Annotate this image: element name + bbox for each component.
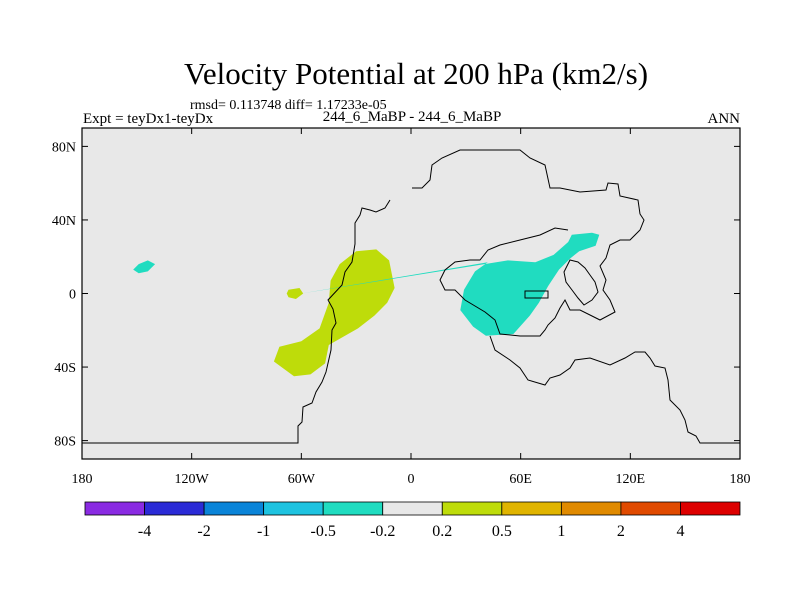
- colorbar-swatch: [441, 501, 503, 516]
- y-tick-label: 80S: [54, 435, 76, 450]
- colorbar-swatch: [144, 501, 205, 516]
- x-tick-label: 180: [72, 472, 93, 487]
- south-africa-outline: [489, 335, 740, 444]
- y-tick-label: 40N: [52, 214, 76, 229]
- colorbar-label: 0.5: [492, 523, 512, 540]
- colorbar-label: 4: [676, 523, 684, 540]
- colorbar-swatch: [203, 501, 265, 516]
- cyan-blob-indian: [301, 232, 600, 336]
- colorbar-swatch: [322, 501, 384, 516]
- x-tick-label: 180: [730, 472, 751, 487]
- colorbar-swatch: [382, 501, 443, 516]
- eurasia-africa-outline: [412, 149, 645, 337]
- stats-line: rmsd= 0.113748 diff= 1.17233e-05: [190, 98, 387, 113]
- colorbar-label: -0.5: [311, 523, 336, 540]
- colorbar-label: -0.2: [370, 523, 395, 540]
- colorbar-swatch: [501, 501, 562, 516]
- cyan-blob-pacific: [133, 260, 156, 274]
- colorbar-swatch: [560, 501, 622, 516]
- colorbar-label: 1: [557, 523, 565, 540]
- green-blob-small: [286, 288, 304, 299]
- colorbar-label: -1: [257, 523, 270, 540]
- x-tick-label: 60W: [288, 472, 316, 487]
- y-tick-label: 40S: [54, 361, 76, 376]
- arabia-outline: [524, 290, 549, 299]
- colorbar-label: -2: [197, 523, 210, 540]
- x-tick-label: 120E: [616, 472, 646, 487]
- colorbar-swatch: [84, 501, 145, 516]
- x-tick-label: 0: [408, 472, 415, 487]
- colorbar-label: 0.2: [432, 523, 452, 540]
- americas-outline: [82, 199, 391, 444]
- x-axis-ticks: 180 120W 60W 0 60E 120E 180: [72, 128, 751, 487]
- asia-inner-outline: [563, 259, 599, 306]
- y-tick-label: 80N: [52, 140, 76, 155]
- continent-outlines: [82, 149, 740, 444]
- colorbar-swatch: [620, 501, 681, 516]
- colorbar-label: -4: [138, 523, 151, 540]
- colorbar-swatch: [680, 501, 741, 516]
- case-label: 244_6_MaBP - 244_6_MaBP: [323, 109, 502, 125]
- colorbar: -4 -2 -1 -0.5 -0.2 0.2 0.5 1 2 4: [84, 501, 741, 540]
- colorbar-swatch: [263, 501, 324, 516]
- season-label: ANN: [708, 111, 741, 127]
- y-axis-ticks: 80N 40N 0 40S 80S: [52, 140, 740, 450]
- x-tick-label: 60E: [509, 472, 532, 487]
- x-tick-label: 120W: [175, 472, 210, 487]
- map-background: [82, 128, 740, 459]
- chart-title: Velocity Potential at 200 hPa (km2/s): [184, 56, 648, 91]
- y-tick-label: 0: [69, 288, 76, 303]
- colorbar-label: 2: [617, 523, 625, 540]
- expt-label: Expt = teyDx1-teyDx: [83, 111, 214, 127]
